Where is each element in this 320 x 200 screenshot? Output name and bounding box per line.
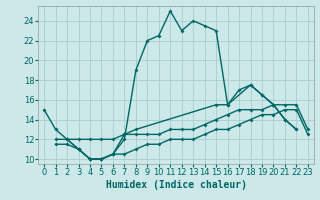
X-axis label: Humidex (Indice chaleur): Humidex (Indice chaleur): [106, 180, 246, 190]
